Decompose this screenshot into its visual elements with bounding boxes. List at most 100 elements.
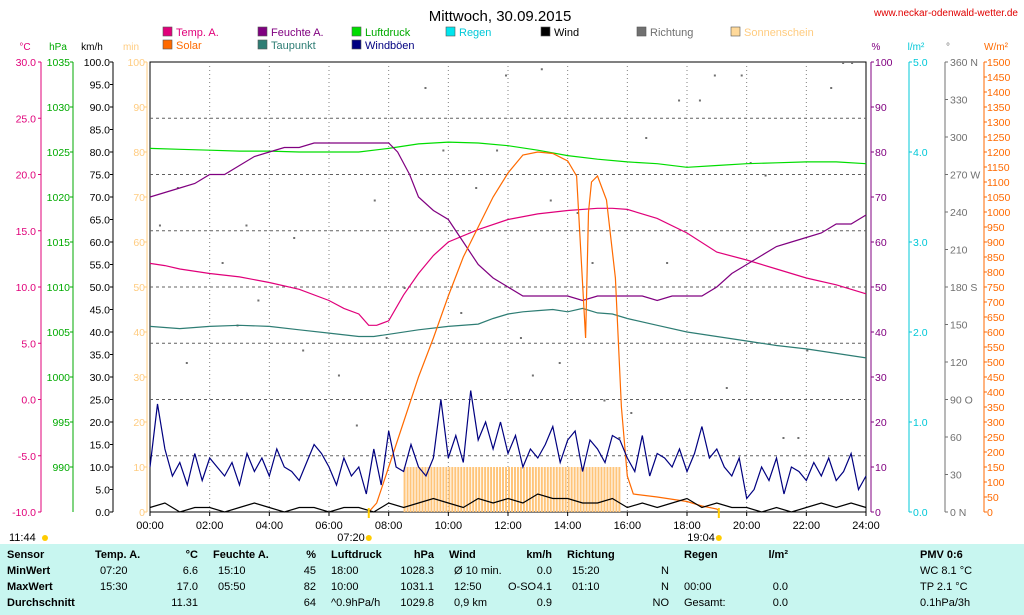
sunshine-bar [412, 467, 415, 512]
legend-label: Solar [176, 40, 202, 52]
axis-tick-label: 200 [987, 447, 1005, 459]
legend-swatch [351, 26, 362, 37]
direction-point [782, 437, 785, 439]
stat-header: hPa [413, 549, 434, 561]
axis-tick-label: 10.0 [90, 462, 111, 474]
axis-tick-label: 1.0 [913, 417, 928, 429]
axis-units: °C hPa km/h min% l/m² ° W/m² [19, 42, 1008, 53]
sunshine-bar [427, 467, 430, 512]
sunshine-bar [531, 467, 534, 512]
sunset-marker-label: 19:04 [687, 532, 715, 544]
stat-row-label: MinWert [7, 565, 51, 577]
chart-title: Mittwoch, 30.09.2015 [429, 8, 572, 25]
sunshine-bar [433, 467, 436, 512]
x-tick-label: 04:00 [256, 520, 284, 532]
axis-tick-label: 1000 [47, 372, 71, 384]
series-line [149, 141, 867, 168]
legend-swatch [162, 26, 173, 37]
stat-header: Luftdruck [331, 549, 382, 561]
stat-cell: 1031.1 [400, 581, 434, 593]
axis-tick-label: 1035 [47, 57, 71, 69]
axis-tick-label: 85.0 [90, 125, 111, 137]
direction-point [851, 62, 854, 64]
axis-tick-label: 50 [987, 492, 999, 504]
sunshine-bar [555, 467, 558, 512]
series-line [149, 390, 867, 500]
sunshine-bar [543, 467, 546, 512]
direction-point [618, 437, 621, 439]
direction-point [185, 362, 188, 364]
sunrise-marker-label: 07:20 [337, 532, 365, 544]
stat-cell: 10:00 [331, 581, 359, 593]
axis-tick-label: 90 [133, 102, 145, 114]
sunshine-bar [493, 467, 496, 512]
direction-point [549, 199, 552, 202]
stat-cell: 45 [303, 565, 316, 577]
x-tick-label: 00:00 [136, 520, 164, 532]
axis-unit: hPa [49, 42, 67, 53]
sunshine-bar [508, 467, 510, 512]
direction-point [385, 337, 388, 339]
axis-tick-label: 5.0 [95, 485, 110, 497]
axis-tick-label: 60 [950, 432, 962, 444]
x-tick-label: 06:00 [315, 520, 343, 532]
legend-label: Sonnenschein [744, 27, 814, 39]
axis-tick-label: 600 [987, 327, 1005, 339]
legend-swatch [445, 26, 456, 37]
axis-tick-label: 30 [133, 372, 145, 384]
sunshine-bar [448, 467, 451, 512]
axis-tick-label: 60.0 [90, 237, 111, 249]
axis-tick-label: 90 [875, 102, 887, 114]
stat-cell: 1029.8 [400, 597, 434, 609]
axis-tick-label: 1450 [987, 72, 1011, 84]
axis-tick-label: 10.0 [16, 282, 37, 294]
time-markers: 07:20 19:04 11:44 [9, 508, 722, 544]
sunshine-bar [618, 467, 621, 512]
axis-tick-label: 25.0 [90, 395, 111, 407]
axis-tick-label: 30 [950, 470, 962, 482]
stat-cell: WC 8.1 °C [920, 565, 973, 577]
series-lines [149, 141, 867, 513]
direction-point [442, 149, 445, 152]
legend-swatch [162, 39, 173, 50]
series-line [368, 151, 721, 513]
legend-label: Windböen [365, 40, 415, 52]
sun-icon [365, 535, 372, 541]
sunshine-bar [406, 467, 409, 512]
axis-tick-label: 0 N [950, 507, 966, 519]
axis-tick-label: 100.0 [84, 57, 110, 69]
axis-tick-label: 0.0 [21, 395, 36, 407]
axis-unit: l/m² [908, 42, 925, 53]
direction-point [531, 374, 534, 377]
direction-point [797, 437, 800, 439]
stat-cell: 01:10 [572, 581, 600, 593]
sunshine-bar [597, 467, 600, 512]
axis-tick-label: 50.0 [90, 282, 111, 294]
sunshine-bar [466, 467, 469, 512]
direction-point [830, 87, 833, 89]
stat-cell: 11.31 [171, 597, 198, 609]
stat-row-label: Durchschnitt [7, 597, 75, 609]
sunshine-bar [549, 467, 552, 512]
axis-tick-label: 1015 [47, 237, 71, 249]
axis-tick-label: 1010 [47, 282, 71, 294]
sunshine-bar [499, 467, 502, 512]
site-link[interactable]: www.neckar-odenwald-wetter.de [873, 8, 1018, 19]
direction-point [221, 262, 224, 264]
axis-tick-label: 300 [987, 417, 1005, 429]
axis-tick-label: 30.0 [90, 372, 111, 384]
stat-header: Wind [449, 549, 476, 561]
sunshine-bar [436, 467, 439, 512]
direction-point [630, 412, 633, 414]
direction-point [725, 387, 728, 389]
axis-tick-label: 360 N [950, 57, 978, 69]
axis-tick-label: 500 [987, 357, 1005, 369]
sunshine-bars [403, 467, 621, 512]
axis-tick-label: 900 [987, 237, 1005, 249]
stat-cell: 6.6 [182, 565, 198, 577]
stat-cell: O-SO [508, 581, 537, 593]
stat-header: Sensor [7, 549, 45, 561]
sunshine-bar [424, 467, 427, 512]
axis-tick-label: 210 [950, 245, 968, 257]
sunshine-bar [475, 467, 478, 512]
